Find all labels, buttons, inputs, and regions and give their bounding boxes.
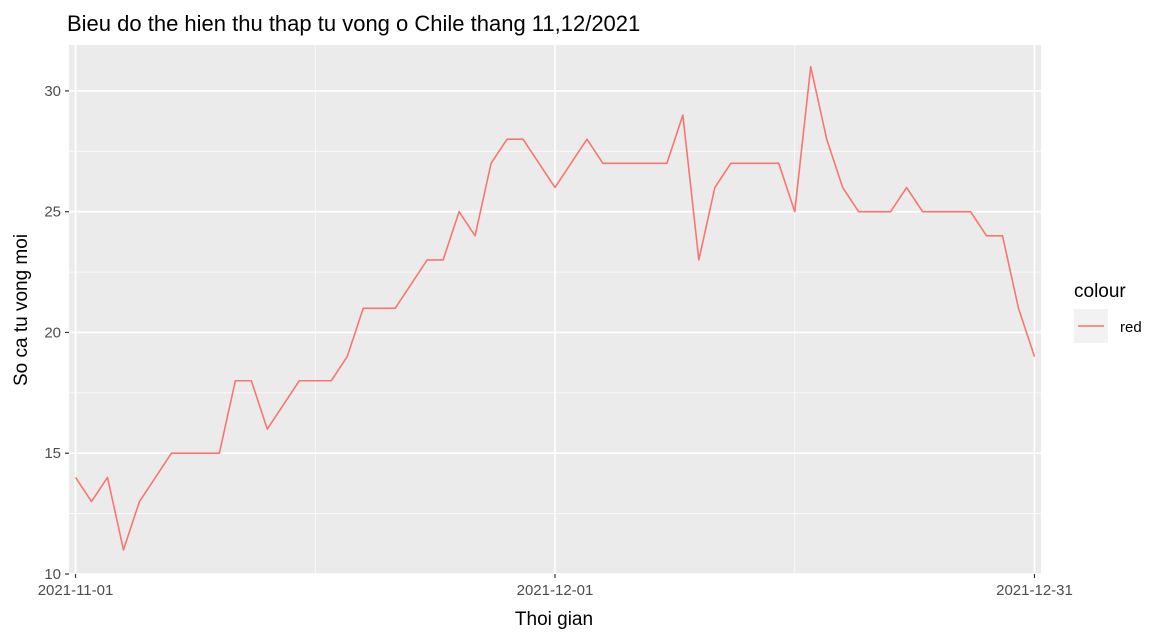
legend-label-red: red	[1120, 319, 1142, 336]
y-tick-label: 20	[44, 324, 61, 341]
x-tick-label: 2021-12-01	[517, 582, 594, 599]
y-axis-title: So ca tu vong moi	[11, 234, 32, 386]
x-tick-label: 2021-12-31	[996, 582, 1073, 599]
series-line-red	[74, 65, 1036, 551]
y-tick-label: 10	[44, 566, 61, 583]
y-tick-label: 30	[44, 83, 61, 100]
x-tick-label: 2021-11-01	[38, 582, 114, 599]
x-axis-title: Thoi gian	[515, 609, 593, 630]
chart-title: Bieu do the hien thu thap tu vong o Chil…	[67, 11, 640, 36]
series-layer	[74, 65, 1036, 551]
x-axis: 2021-11-01 2021-12-01 2021-12-31	[38, 574, 1073, 599]
y-tick-label: 15	[44, 445, 61, 462]
legend: colour red	[1074, 281, 1142, 343]
legend-title: colour	[1074, 281, 1126, 302]
y-tick-label: 25	[44, 204, 61, 221]
y-axis: 10 15 20 25 30	[44, 83, 69, 583]
